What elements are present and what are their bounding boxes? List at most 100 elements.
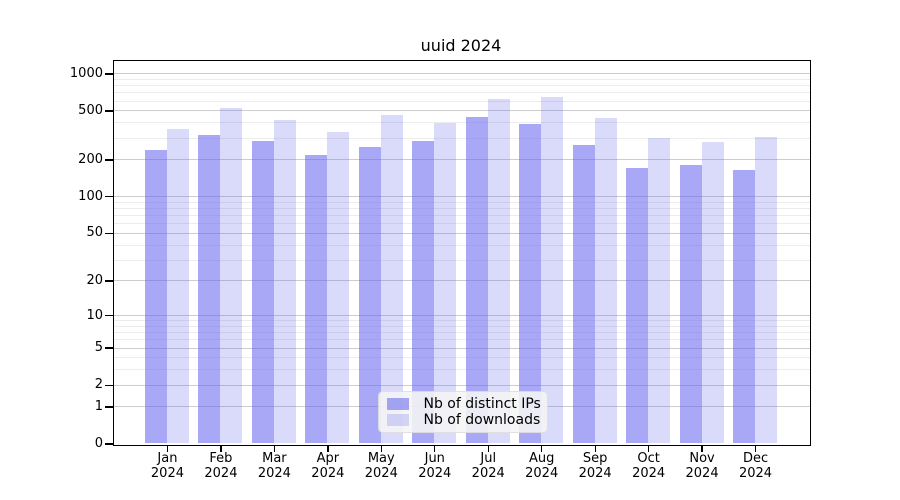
minor-gridline: [113, 215, 810, 217]
minor-gridline: [113, 122, 810, 124]
bar-downloads: [166, 128, 189, 444]
minor-gridline: [113, 85, 810, 87]
y-tick: [105, 384, 113, 386]
x-tick-year: 2024: [257, 466, 291, 481]
y-tick-label: 50: [86, 225, 103, 241]
x-tick-label: Dec 2024: [724, 451, 788, 481]
x-tick-year: 2024: [471, 466, 505, 481]
y-tick: [105, 232, 113, 235]
x-tick: [220, 445, 222, 452]
x-tick-month: Sep: [582, 451, 608, 466]
x-tick-label: May 2024: [349, 451, 413, 481]
x-tick-month: Apr: [316, 451, 340, 466]
y-tick: [105, 159, 113, 161]
minor-gridline: [113, 223, 810, 225]
bar-distinct-ips: [251, 141, 274, 444]
bar-downloads: [701, 141, 724, 444]
x-tick-label: Jul 2024: [456, 451, 520, 481]
x-tick-month: Jan: [157, 451, 178, 466]
x-tick-label: Oct 2024: [617, 451, 681, 481]
x-tick-year: 2024: [311, 466, 345, 481]
x-tick: [273, 445, 276, 452]
x-tick-label: Mar 2024: [242, 451, 306, 481]
x-tick-label: Feb 2024: [189, 451, 253, 481]
y-tick-label: 200: [78, 151, 103, 167]
y-tick-label: 1000: [69, 65, 103, 81]
legend-swatch-downloads: [386, 414, 409, 426]
legend-item: Nb of downloads: [386, 412, 541, 428]
y-tick: [105, 347, 113, 349]
x-tick: [166, 445, 169, 452]
y-tick-label: 100: [78, 188, 103, 204]
minor-gridline: [113, 137, 810, 139]
bar-distinct-ips: [198, 135, 221, 444]
minor-gridline: [113, 332, 810, 334]
x-tick-label: Nov 2024: [670, 451, 734, 481]
x-tick: [754, 445, 757, 452]
bar-distinct-ips: [144, 149, 167, 444]
x-tick-month: Nov: [689, 451, 715, 466]
bar-downloads: [594, 117, 617, 444]
bar-distinct-ips: [733, 169, 756, 444]
legend-label: Nb of downloads: [423, 412, 541, 428]
x-tick-year: 2024: [738, 466, 773, 481]
minor-gridline: [113, 244, 810, 246]
bar-distinct-ips: [412, 141, 435, 444]
bar-distinct-ips: [679, 165, 702, 444]
x-tick: [380, 445, 382, 452]
y-tick-label: 0: [94, 436, 103, 451]
major-gridline: [113, 384, 810, 386]
y-tick-label: 5: [94, 340, 103, 355]
x-tick: [594, 445, 596, 452]
y-tick-label: 1: [94, 398, 103, 414]
x-tick-label: Jan 2024: [135, 451, 199, 481]
bar-downloads: [755, 136, 778, 444]
major-gridline: [113, 73, 810, 75]
bar-distinct-ips: [519, 123, 542, 444]
x-tick-year: 2024: [685, 466, 719, 481]
bar-distinct-ips: [626, 168, 649, 444]
x-tick-year: 2024: [364, 466, 398, 481]
x-tick: [434, 445, 436, 452]
x-tick-year: 2024: [632, 466, 666, 481]
x-tick-year: 2024: [418, 466, 452, 481]
y-tick: [105, 280, 113, 282]
major-gridline: [113, 280, 810, 282]
bar-distinct-ips: [465, 117, 488, 444]
bar-downloads: [541, 96, 564, 444]
plot-area: Nb of distinct IPs Nb of downloads: [112, 60, 811, 446]
major-gridline: [113, 315, 810, 317]
y-tick: [105, 406, 113, 408]
minor-gridline: [113, 201, 810, 203]
legend-swatch-distinct-ips: [386, 398, 409, 410]
y-tick-label: 20: [86, 272, 103, 288]
minor-gridline: [113, 339, 810, 341]
x-tick-year: 2024: [150, 466, 184, 481]
x-tick-year: 2024: [578, 466, 612, 481]
minor-gridline: [113, 369, 810, 371]
bar-distinct-ips: [572, 144, 595, 444]
x-tick-month: Jun: [424, 451, 445, 466]
minor-gridline: [113, 325, 810, 327]
x-tick-month: Jul: [480, 451, 497, 466]
x-tick-month: Dec: [742, 451, 769, 466]
major-gridline: [113, 159, 810, 161]
y-tick-label: 2: [94, 377, 103, 393]
chart-title: uuid 2024: [420, 36, 502, 55]
y-tick-label: 10: [86, 307, 103, 323]
y-tick-label: 500: [78, 102, 103, 118]
legend-item: Nb of distinct IPs: [386, 396, 541, 412]
minor-gridline: [113, 92, 810, 94]
x-tick-label: Aug 2024: [510, 451, 574, 481]
x-tick-year: 2024: [525, 466, 559, 481]
x-tick-label: Jun 2024: [403, 451, 467, 481]
y-tick: [105, 443, 113, 445]
y-tick: [105, 73, 113, 75]
x-tick: [701, 445, 703, 452]
x-tick-label: Sep 2024: [563, 451, 627, 481]
minor-gridline: [113, 208, 810, 210]
minor-gridline: [113, 357, 810, 359]
x-tick-label: Apr 2024: [296, 451, 360, 481]
bar-distinct-ips: [305, 154, 328, 444]
